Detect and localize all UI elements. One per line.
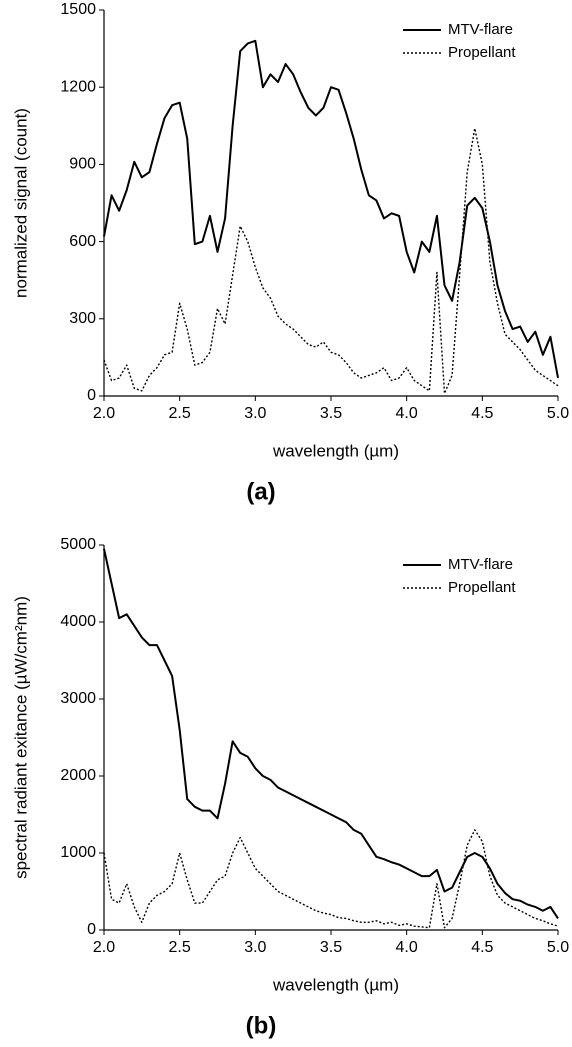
x-tick-label: 2.5: [169, 405, 191, 422]
y-tick-label: 900: [69, 156, 96, 173]
x-tick-label: 3.5: [320, 939, 342, 956]
y-tick-label: 3000: [60, 690, 96, 707]
y-tick-label: 2000: [60, 767, 96, 784]
panel: 0 1000 2000 3000 4000 5000 2.0 2.5 3.0 3.5 4.0 4.5 5…: [11, 536, 569, 1039]
x-tick-label: 2.5: [169, 939, 191, 956]
x-tick-label: 4.5: [471, 405, 493, 422]
panel: 0 300 600 900 1200 1500 2.0 2.5 3.0 3.5 4.0 4.5 5.0 w…: [11, 1, 569, 505]
y-tick-label: 300: [69, 310, 96, 327]
series-line: [103, 548, 559, 919]
series-line: [103, 127, 559, 395]
x-tick-label: 4.0: [396, 939, 418, 956]
x-tick-label: 4.5: [471, 939, 493, 956]
y-tick-label: 600: [69, 233, 96, 250]
legend-label: MTV-flare: [448, 21, 513, 38]
y-axis-title: spectral radiant exitance (µW/cm²nm): [11, 596, 30, 879]
series-line: [103, 39, 559, 379]
x-tick-label: 5.0: [547, 405, 569, 422]
legend-label: MTV-flare: [448, 556, 513, 573]
y-tick-label: 0: [87, 387, 96, 404]
y-tick-label: 4000: [60, 613, 96, 630]
x-tick-label: 2.0: [93, 405, 115, 422]
y-axis-title: normalized signal (count): [11, 108, 30, 298]
y-tick-label: 1200: [60, 78, 96, 95]
x-axis-title: wavelength (µm): [272, 441, 399, 460]
x-tick-label: 2.0: [93, 939, 115, 956]
legend-label: Propellant: [448, 579, 516, 596]
x-tick-label: 3.0: [244, 939, 266, 956]
legend: MTV-flare Propellant: [403, 556, 516, 596]
y-tick-label: 5000: [60, 536, 96, 553]
x-axis-title: wavelength (µm): [272, 975, 399, 994]
y-tick-label: 1500: [60, 1, 96, 18]
x-tick-label: 3.5: [320, 405, 342, 422]
y-tick-label: 1000: [60, 844, 96, 861]
x-tick-label: 3.0: [244, 405, 266, 422]
panel-label: (b): [246, 1012, 277, 1039]
panel-label: (a): [246, 478, 275, 505]
x-tick-label: 5.0: [547, 939, 569, 956]
series-line: [103, 829, 559, 929]
y-tick-label: 0: [87, 921, 96, 938]
x-tick-label: 4.0: [396, 405, 418, 422]
legend-label: Propellant: [448, 44, 516, 61]
legend: MTV-flare Propellant: [403, 21, 516, 61]
